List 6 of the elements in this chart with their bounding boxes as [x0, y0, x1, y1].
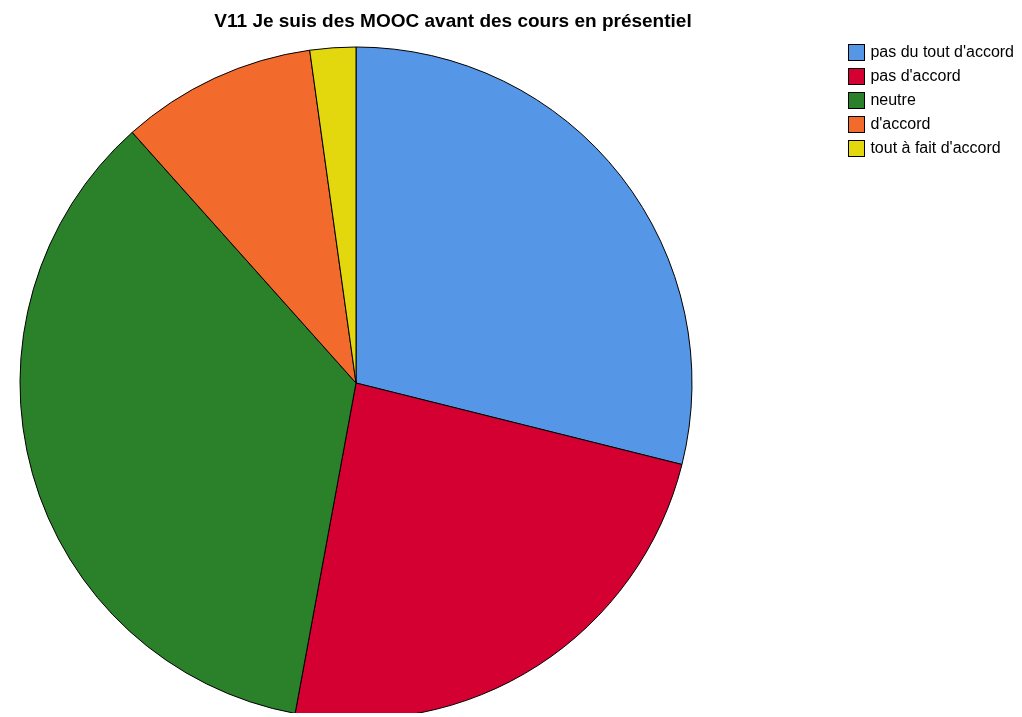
chart-title: V11 Je suis des MOOC avant des cours en présentiel	[213, 10, 693, 32]
legend-label: d'accord	[869, 114, 932, 134]
legend-label: neutre	[869, 90, 917, 110]
legend-label: tout à fait d'accord	[869, 138, 1002, 158]
legend-label: pas du tout d'accord	[869, 42, 1014, 62]
legend-label: pas d'accord	[869, 66, 962, 86]
